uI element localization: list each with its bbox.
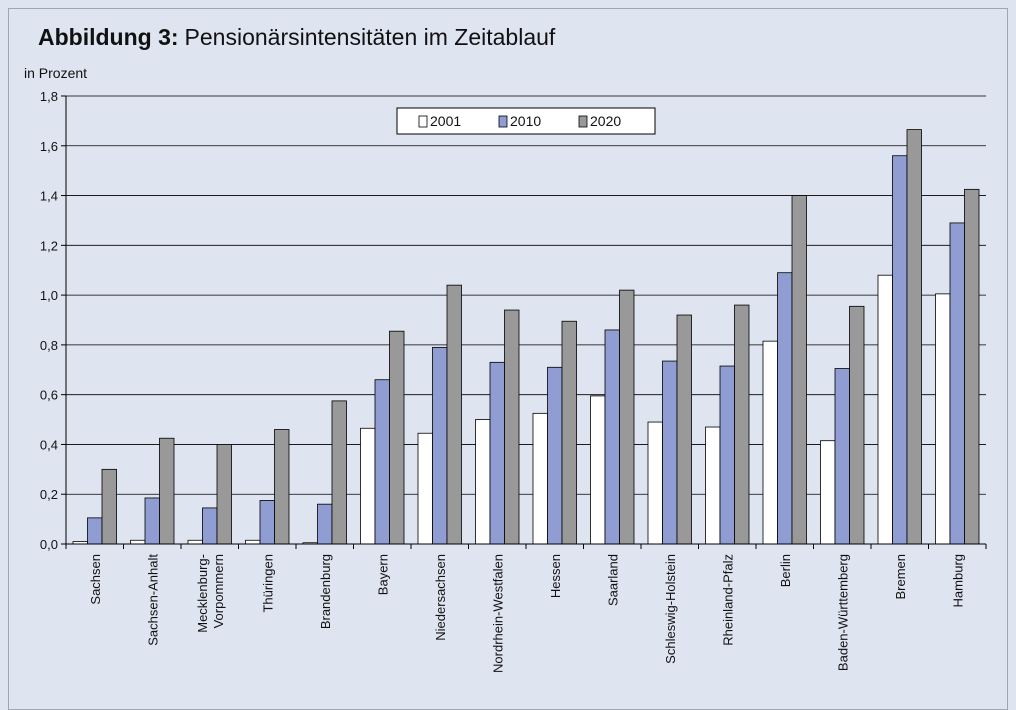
- bar: [547, 366, 563, 545]
- legend-label: 2020: [590, 113, 621, 129]
- x-tick-label: Schleswig-Holstein: [663, 554, 678, 664]
- y-tick-label: 0,0: [40, 537, 58, 552]
- bar: [374, 379, 390, 545]
- bar: [489, 361, 505, 545]
- bar: [259, 500, 275, 545]
- bar: [906, 129, 922, 545]
- y-tick-label: 0,6: [40, 388, 58, 403]
- bar: [274, 429, 290, 545]
- bar: [532, 412, 548, 545]
- x-tick-label: Saarland: [605, 554, 620, 606]
- bar: [331, 400, 347, 545]
- bar: [935, 293, 951, 545]
- x-tick-label: Mecklenburg-Vorpommern: [195, 554, 226, 633]
- bar: [87, 517, 103, 545]
- bar: [892, 155, 908, 545]
- x-tick-label: Bremen: [893, 554, 908, 600]
- bar: [417, 432, 433, 545]
- bar: [590, 395, 606, 545]
- x-tick-label: Nordrhein-Westfalen: [490, 554, 505, 673]
- y-tick-label: 1,2: [40, 238, 58, 253]
- bar: [432, 346, 448, 545]
- x-tick-label: Hamburg: [950, 554, 965, 607]
- y-tick-label: 0,4: [40, 437, 58, 452]
- bar: [360, 427, 376, 545]
- bar: [604, 329, 620, 545]
- x-tick-label: Hessen: [548, 554, 563, 598]
- bar: [475, 419, 491, 545]
- bar: [202, 507, 218, 545]
- x-tick-label: Rheinland-Pfalz: [720, 554, 735, 646]
- bar: [159, 437, 175, 545]
- bar: [849, 305, 865, 545]
- x-tick-label: Sachsen-Anhalt: [145, 554, 160, 646]
- legend-label: 2010: [510, 113, 541, 129]
- y-tick-label: 0,8: [40, 338, 58, 353]
- bar: [647, 421, 663, 545]
- x-tick-label: Bayern: [375, 554, 390, 595]
- bar: [705, 426, 721, 545]
- legend-swatch: [418, 115, 428, 128]
- bar: [762, 340, 778, 545]
- x-tick-label: Berlin: [778, 554, 793, 587]
- bar: [662, 360, 678, 545]
- x-tick-label: Thüringen: [260, 554, 275, 613]
- bar: [964, 188, 980, 545]
- bar: [949, 222, 965, 545]
- legend-swatch: [578, 115, 588, 128]
- y-tick-label: 1,6: [40, 139, 58, 154]
- y-tick-label: 1,8: [40, 89, 58, 104]
- bar: [144, 497, 160, 545]
- y-tick-label: 1,0: [40, 288, 58, 303]
- bar: [446, 284, 462, 545]
- x-tick-label: Baden-Württemberg: [835, 554, 850, 671]
- bar: [777, 272, 793, 545]
- bar: [734, 304, 750, 545]
- bar: [619, 289, 635, 545]
- chart-title: Pensionärsintensitäten im Zeitablauf: [185, 24, 556, 50]
- bar: [834, 368, 850, 545]
- legend-box: [396, 107, 656, 135]
- bar: [130, 539, 146, 545]
- bar: [317, 503, 333, 545]
- x-tick-label: Niedersachsen: [433, 554, 448, 641]
- bar: [245, 539, 261, 545]
- chart-title-label: Abbildung 3:: [38, 24, 179, 50]
- bar: [187, 539, 203, 545]
- legend-swatch: [498, 115, 508, 128]
- y-tick-label: 1,4: [40, 189, 58, 204]
- bar: [561, 320, 577, 545]
- legend-label: 2001: [430, 113, 461, 129]
- bar: [719, 365, 735, 545]
- bar: [389, 330, 405, 545]
- bar: [791, 195, 807, 545]
- bar: [676, 314, 692, 545]
- bar: [877, 274, 893, 545]
- bar: [216, 444, 232, 545]
- bar: [101, 468, 117, 545]
- bar: [504, 309, 520, 545]
- bar: [820, 440, 836, 545]
- x-tick-label: Brandenburg: [318, 554, 333, 629]
- y-tick-label: 0,2: [40, 487, 58, 502]
- y-axis-label: in Prozent: [24, 65, 87, 81]
- x-tick-label: Sachsen: [88, 554, 103, 605]
